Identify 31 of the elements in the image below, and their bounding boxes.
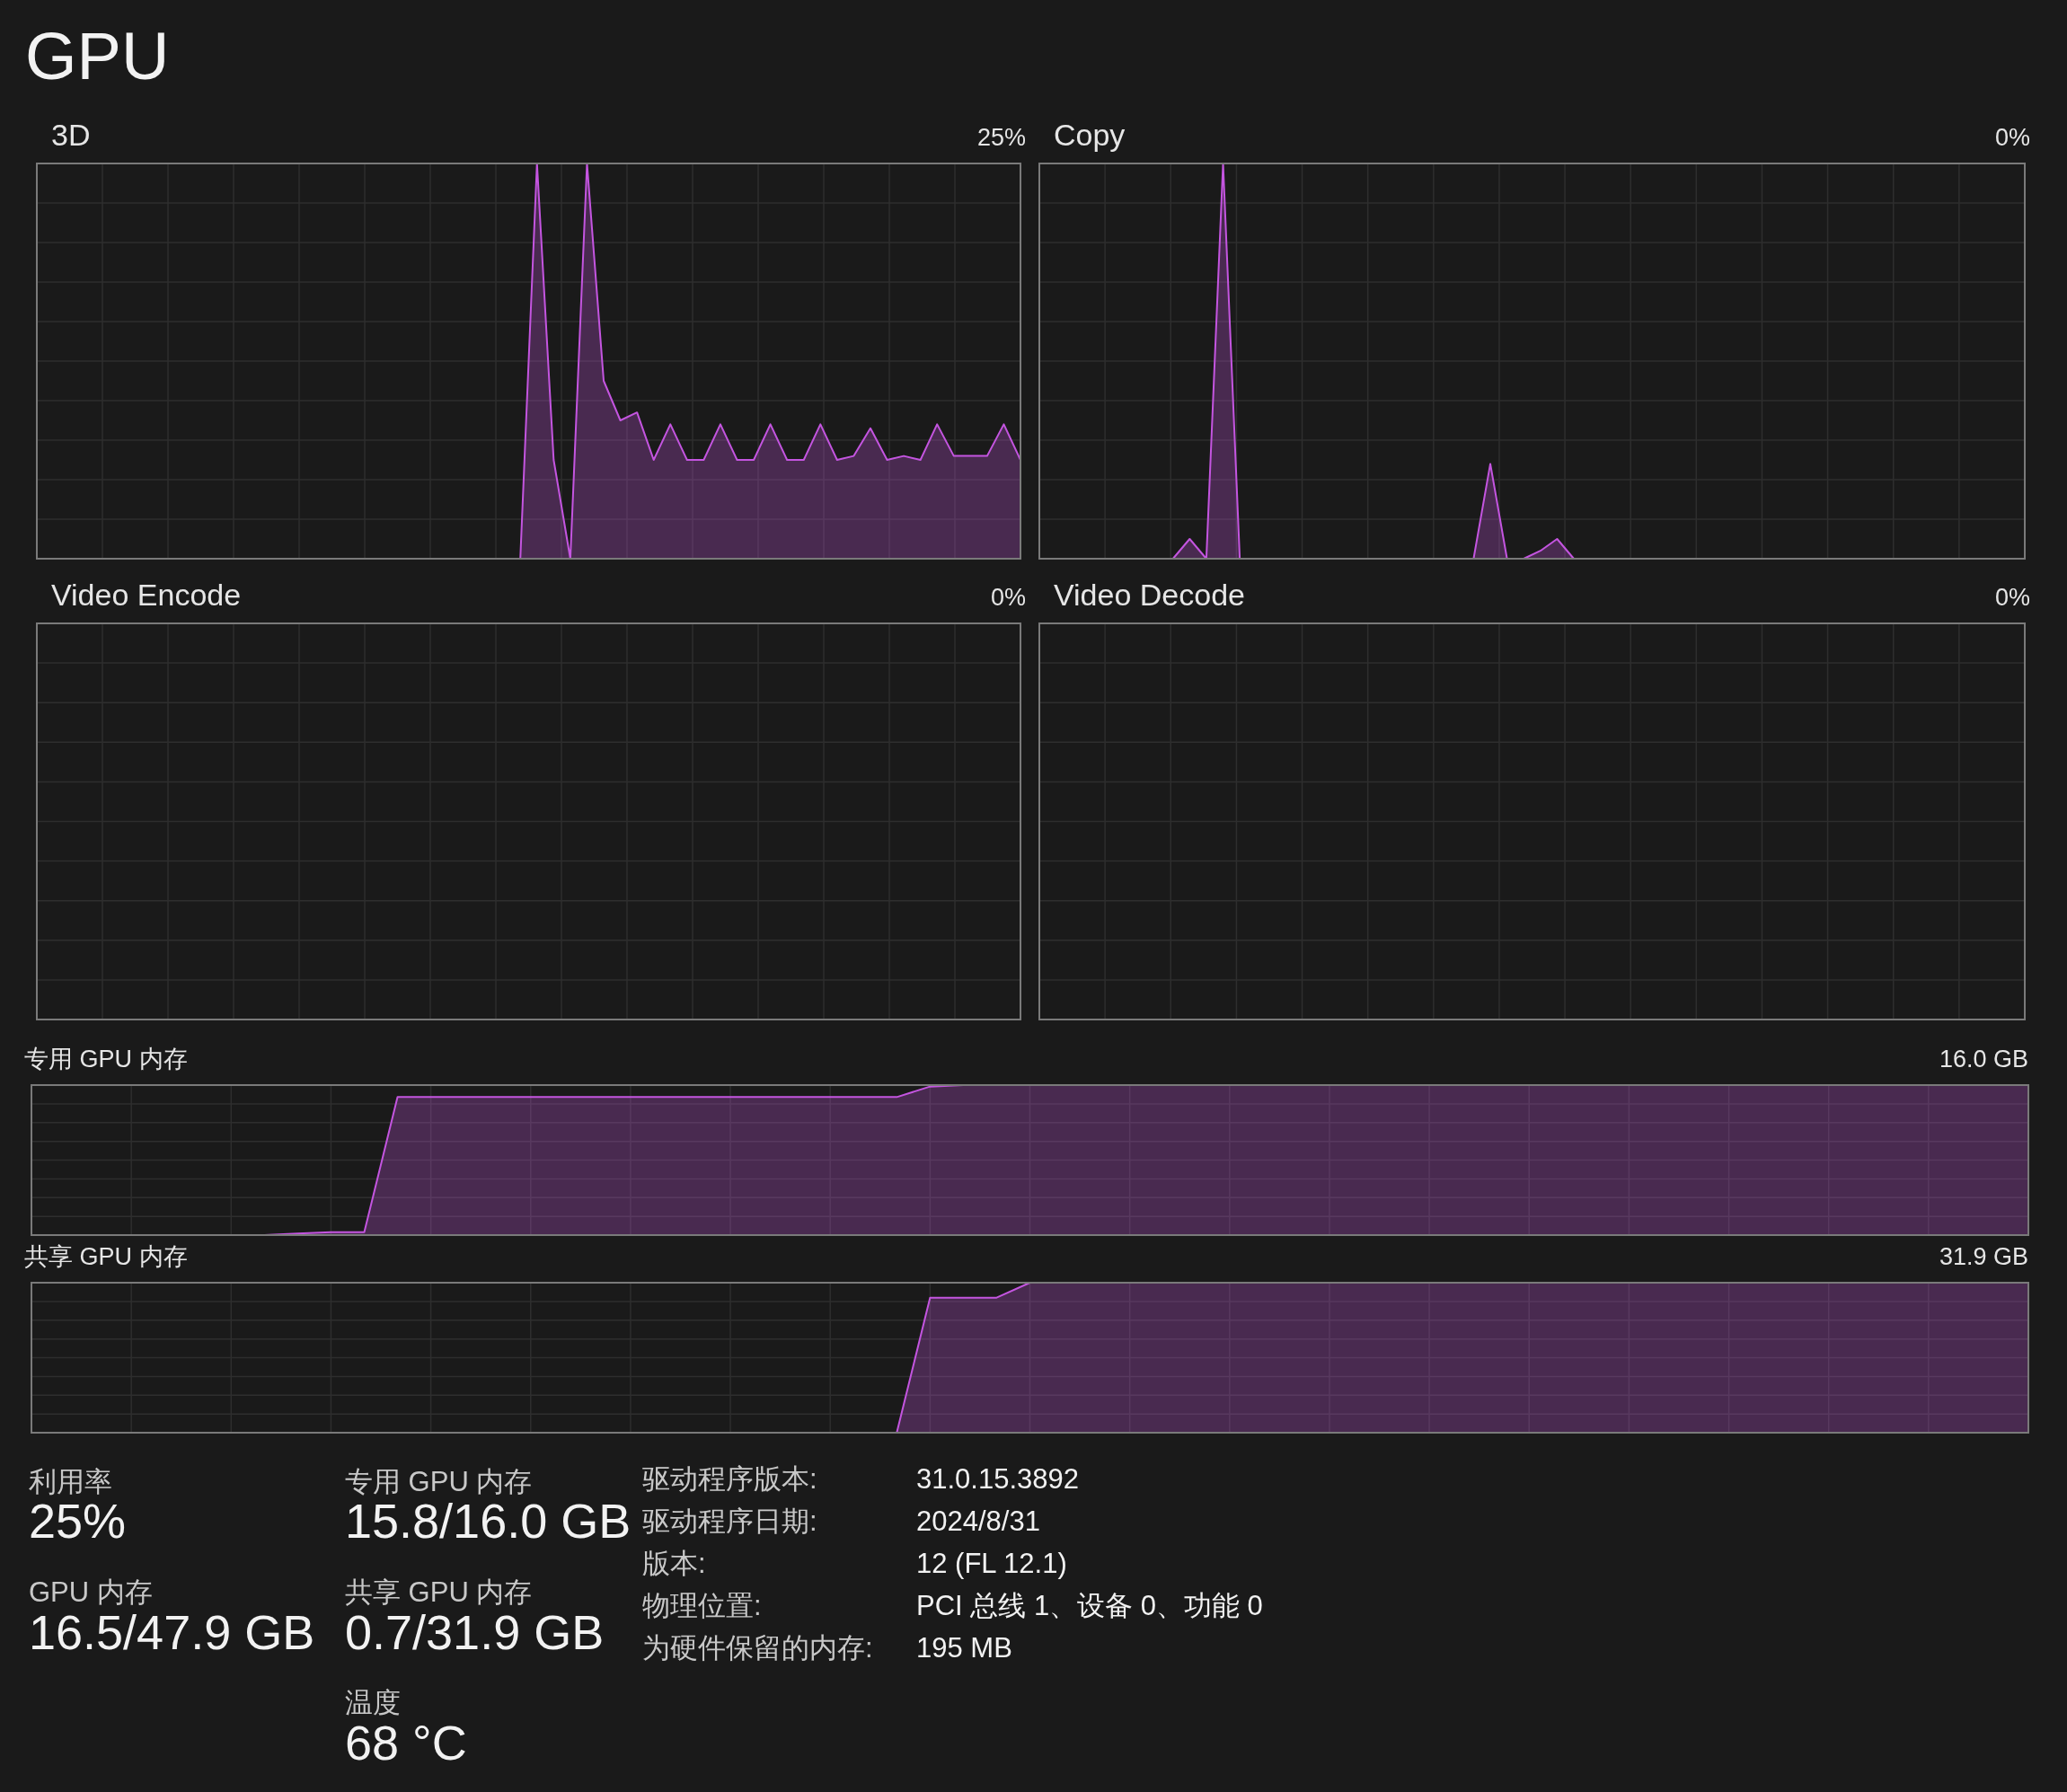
text: 31.9 GB xyxy=(1939,1243,2028,1270)
text: PCI 总线 1、设备 0、功能 0 xyxy=(916,1590,1263,1621)
text: 共享 GPU 内存 xyxy=(345,1576,533,1608)
text: GPU 内存 xyxy=(29,1576,153,1608)
text: GPU xyxy=(25,19,170,93)
chart-title: 专用 GPU 内存 xyxy=(24,1046,188,1073)
text: 16.5/47.9 GB xyxy=(29,1605,315,1659)
text: 为硬件保留的内存: xyxy=(642,1632,873,1664)
text: 驱动程序版本: xyxy=(642,1463,817,1495)
chart-title: 3D xyxy=(51,118,91,152)
text: 0% xyxy=(1994,124,2030,151)
text: 驱动程序日期: xyxy=(642,1505,817,1537)
text: 25% xyxy=(976,124,1026,151)
text: Video Encode xyxy=(51,578,242,612)
text: 16.0 GB xyxy=(1939,1046,2028,1073)
text: 195 MB xyxy=(916,1632,1012,1664)
text: Video Decode xyxy=(1054,578,1245,612)
text: 专用 GPU 内存 xyxy=(345,1466,533,1497)
text: 0% xyxy=(990,584,1026,611)
text: 温度 xyxy=(345,1687,401,1718)
text: 68 °C xyxy=(345,1716,467,1770)
chart-title: 共享 GPU 内存 xyxy=(24,1243,188,1270)
text: 物理位置: xyxy=(642,1590,762,1621)
text: 2024/8/31 xyxy=(916,1505,1040,1537)
text: 12 (FL 12.1) xyxy=(916,1548,1067,1579)
chart-title: Copy xyxy=(1054,118,1126,152)
text: 31.0.15.3892 xyxy=(916,1463,1080,1495)
text: 版本: xyxy=(642,1548,706,1579)
text: 0% xyxy=(1994,584,2030,611)
text: 0.7/31.9 GB xyxy=(345,1605,605,1659)
text: 利用率 xyxy=(29,1466,112,1497)
